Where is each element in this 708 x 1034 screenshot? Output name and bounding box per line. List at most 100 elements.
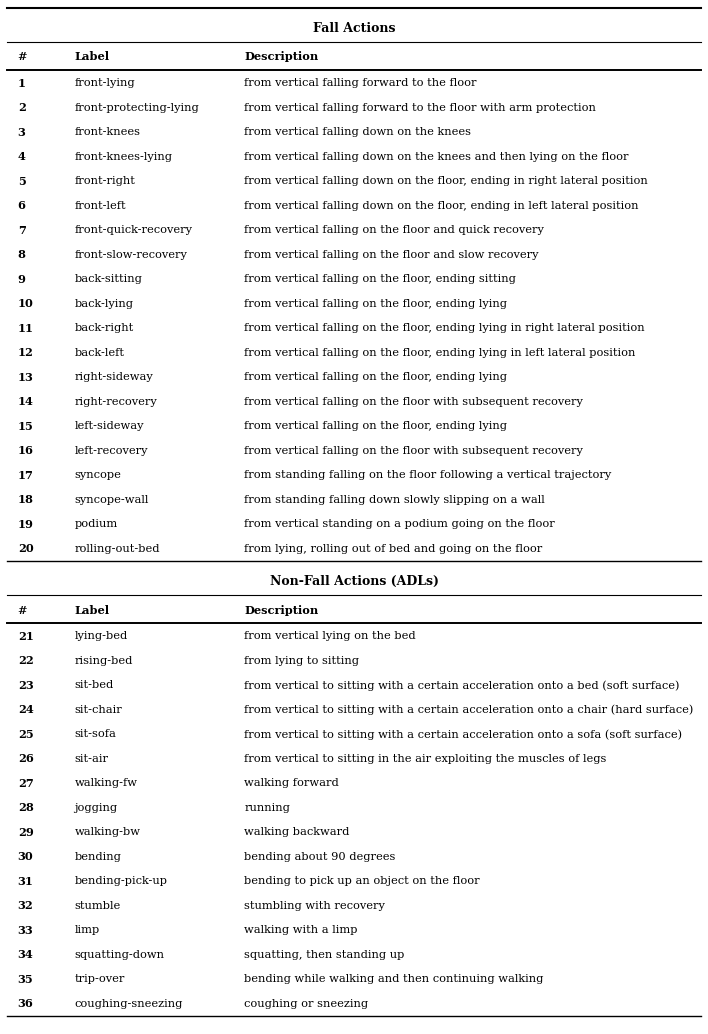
- Text: bending to pick up an object on the floor: bending to pick up an object on the floo…: [244, 876, 480, 886]
- Text: from vertical falling down on the knees: from vertical falling down on the knees: [244, 127, 472, 138]
- Text: squatting-down: squatting-down: [74, 950, 164, 960]
- Text: limp: limp: [74, 925, 100, 935]
- Text: from vertical falling on the floor, ending lying in right lateral position: from vertical falling on the floor, endi…: [244, 324, 645, 333]
- Text: 33: 33: [18, 924, 33, 936]
- Text: left-sideway: left-sideway: [74, 421, 144, 431]
- Text: syncope: syncope: [74, 470, 121, 480]
- Text: walking-fw: walking-fw: [74, 779, 137, 788]
- Text: lying-bed: lying-bed: [74, 631, 127, 641]
- Text: from vertical falling on the floor with subsequent recovery: from vertical falling on the floor with …: [244, 446, 583, 456]
- Text: 21: 21: [18, 631, 33, 642]
- Text: trip-over: trip-over: [74, 974, 125, 984]
- Text: walking forward: walking forward: [244, 779, 339, 788]
- Text: from vertical falling on the floor, ending lying: from vertical falling on the floor, endi…: [244, 421, 507, 431]
- Text: walking-bw: walking-bw: [74, 827, 140, 838]
- Text: 32: 32: [18, 901, 33, 911]
- Text: syncope-wall: syncope-wall: [74, 494, 149, 505]
- Text: from vertical falling forward to the floor: from vertical falling forward to the flo…: [244, 79, 476, 88]
- Text: bending-pick-up: bending-pick-up: [74, 876, 167, 886]
- Text: 17: 17: [18, 469, 33, 481]
- Text: Description: Description: [244, 52, 319, 62]
- Text: coughing-sneezing: coughing-sneezing: [74, 999, 183, 1009]
- Text: from vertical falling on the floor, ending sitting: from vertical falling on the floor, endi…: [244, 274, 516, 284]
- Text: stumbling with recovery: stumbling with recovery: [244, 901, 385, 911]
- Text: podium: podium: [74, 519, 118, 529]
- Text: front-knees-lying: front-knees-lying: [74, 152, 172, 161]
- Text: sit-bed: sit-bed: [74, 680, 113, 691]
- Text: 24: 24: [18, 704, 33, 716]
- Text: Fall Actions: Fall Actions: [313, 22, 395, 34]
- Text: from vertical to sitting with a certain acceleration onto a sofa (soft surface): from vertical to sitting with a certain …: [244, 729, 683, 739]
- Text: from vertical falling forward to the floor with arm protection: from vertical falling forward to the flo…: [244, 102, 596, 113]
- Text: 30: 30: [18, 851, 33, 862]
- Text: 34: 34: [18, 949, 33, 961]
- Text: coughing or sneezing: coughing or sneezing: [244, 999, 368, 1009]
- Text: 2: 2: [18, 102, 25, 114]
- Text: 14: 14: [18, 396, 33, 407]
- Text: 7: 7: [18, 224, 25, 236]
- Text: right-recovery: right-recovery: [74, 397, 157, 406]
- Text: 31: 31: [18, 876, 33, 887]
- Text: from vertical falling on the floor, ending lying: from vertical falling on the floor, endi…: [244, 372, 507, 383]
- Text: #: #: [18, 605, 27, 615]
- Text: 4: 4: [18, 151, 25, 162]
- Text: 20: 20: [18, 543, 33, 554]
- Text: 15: 15: [18, 421, 33, 432]
- Text: left-recovery: left-recovery: [74, 446, 148, 456]
- Text: 5: 5: [18, 176, 25, 187]
- Text: from vertical to sitting with a certain acceleration onto a chair (hard surface): from vertical to sitting with a certain …: [244, 704, 694, 716]
- Text: 19: 19: [18, 519, 33, 529]
- Text: front-right: front-right: [74, 176, 135, 186]
- Text: stumble: stumble: [74, 901, 120, 911]
- Text: front-slow-recovery: front-slow-recovery: [74, 250, 187, 260]
- Text: Label: Label: [74, 605, 110, 615]
- Text: Non-Fall Actions (ADLs): Non-Fall Actions (ADLs): [270, 575, 438, 587]
- Text: from vertical falling on the floor, ending lying: from vertical falling on the floor, endi…: [244, 299, 507, 309]
- Text: running: running: [244, 802, 290, 813]
- Text: bending: bending: [74, 852, 121, 861]
- Text: from lying, rolling out of bed and going on the floor: from lying, rolling out of bed and going…: [244, 544, 542, 554]
- Text: from lying to sitting: from lying to sitting: [244, 656, 359, 666]
- Text: 12: 12: [18, 347, 33, 358]
- Text: bending about 90 degrees: bending about 90 degrees: [244, 852, 396, 861]
- Text: from standing falling down slowly slipping on a wall: from standing falling down slowly slippi…: [244, 494, 545, 505]
- Text: 36: 36: [18, 998, 33, 1009]
- Text: 22: 22: [18, 656, 33, 666]
- Text: 3: 3: [18, 127, 25, 138]
- Text: front-protecting-lying: front-protecting-lying: [74, 102, 199, 113]
- Text: 23: 23: [18, 679, 33, 691]
- Text: 8: 8: [18, 249, 25, 261]
- Text: Label: Label: [74, 52, 110, 62]
- Text: rolling-out-bed: rolling-out-bed: [74, 544, 160, 554]
- Text: sit-air: sit-air: [74, 754, 108, 764]
- Text: 16: 16: [18, 446, 33, 456]
- Text: 13: 13: [18, 372, 33, 383]
- Text: front-left: front-left: [74, 201, 126, 211]
- Text: from vertical falling down on the floor, ending in right lateral position: from vertical falling down on the floor,…: [244, 176, 648, 186]
- Text: back-left: back-left: [74, 347, 125, 358]
- Text: squatting, then standing up: squatting, then standing up: [244, 950, 405, 960]
- Text: 27: 27: [18, 778, 33, 789]
- Text: from vertical lying on the bed: from vertical lying on the bed: [244, 631, 416, 641]
- Text: from vertical falling down on the floor, ending in left lateral position: from vertical falling down on the floor,…: [244, 201, 639, 211]
- Text: from vertical falling on the floor and slow recovery: from vertical falling on the floor and s…: [244, 250, 539, 260]
- Text: 18: 18: [18, 494, 33, 506]
- Text: back-right: back-right: [74, 324, 134, 333]
- Text: from standing falling on the floor following a vertical trajectory: from standing falling on the floor follo…: [244, 470, 612, 480]
- Text: from vertical falling down on the knees and then lying on the floor: from vertical falling down on the knees …: [244, 152, 629, 161]
- Text: right-sideway: right-sideway: [74, 372, 153, 383]
- Text: sit-sofa: sit-sofa: [74, 729, 116, 739]
- Text: 6: 6: [18, 201, 25, 211]
- Text: 25: 25: [18, 729, 33, 739]
- Text: front-quick-recovery: front-quick-recovery: [74, 225, 193, 236]
- Text: Description: Description: [244, 605, 319, 615]
- Text: sit-chair: sit-chair: [74, 705, 122, 714]
- Text: front-knees: front-knees: [74, 127, 140, 138]
- Text: 11: 11: [18, 323, 34, 334]
- Text: from vertical to sitting in the air exploiting the muscles of legs: from vertical to sitting in the air expl…: [244, 754, 607, 764]
- Text: rising-bed: rising-bed: [74, 656, 132, 666]
- Text: walking backward: walking backward: [244, 827, 350, 838]
- Text: from vertical falling on the floor with subsequent recovery: from vertical falling on the floor with …: [244, 397, 583, 406]
- Text: from vertical falling on the floor, ending lying in left lateral position: from vertical falling on the floor, endi…: [244, 347, 636, 358]
- Text: 35: 35: [18, 974, 33, 984]
